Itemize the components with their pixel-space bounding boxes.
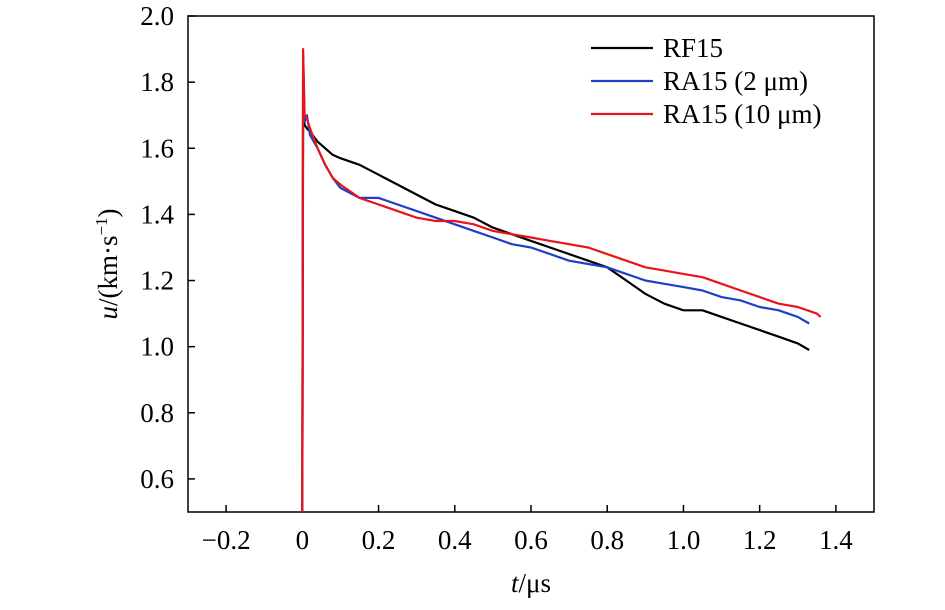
x-tick-label: 0.6 (514, 525, 548, 555)
y-axis-variable: u (93, 306, 123, 320)
y-axis-unit: /(km·s (93, 236, 123, 307)
x-tick-label: 0.4 (438, 525, 472, 555)
y-axis-ticks: 0.6 0.8 1.0 1.2 1.4 1.6 1.8 2.0 (140, 1, 195, 494)
y-axis-unit-exponent: −1 (92, 217, 111, 235)
y-tick-label: 2.0 (140, 1, 174, 31)
y-tick-label: 1.8 (140, 67, 174, 97)
legend-label: RA15 (10 μm) (663, 99, 821, 129)
x-tick-label: 0 (296, 525, 310, 555)
y-tick-label: 1.2 (140, 266, 174, 296)
x-axis-title: t/μs (511, 568, 551, 598)
series-line-1 (301, 110, 810, 513)
legend-label: RA15 (2 μm) (663, 66, 808, 96)
y-axis-unit-close: ) (93, 208, 123, 217)
x-tick-label: −0.2 (202, 525, 251, 555)
legend-label: RF15 (663, 33, 723, 63)
x-axis-variable: t (511, 568, 520, 598)
x-tick-label: 0.2 (362, 525, 396, 555)
series-lines (301, 48, 822, 513)
y-tick-label: 1.6 (140, 133, 174, 163)
y-axis-title: u/(km·s−1) (92, 208, 123, 319)
x-tick-label: 1.4 (819, 525, 853, 555)
x-axis-unit: /μs (519, 568, 551, 598)
x-axis-ticks: −0.2 0 0.2 0.4 0.6 0.8 1.0 1.2 1.4 (202, 505, 853, 555)
y-tick-label: 1.4 (140, 199, 174, 229)
x-tick-label: 1.0 (667, 525, 701, 555)
y-tick-label: 0.6 (140, 464, 174, 494)
y-tick-label: 0.8 (140, 398, 174, 428)
x-tick-label: 1.2 (743, 525, 777, 555)
x-tick-label: 0.8 (590, 525, 624, 555)
series-line-3 (301, 48, 822, 513)
y-tick-label: 1.0 (140, 332, 174, 362)
